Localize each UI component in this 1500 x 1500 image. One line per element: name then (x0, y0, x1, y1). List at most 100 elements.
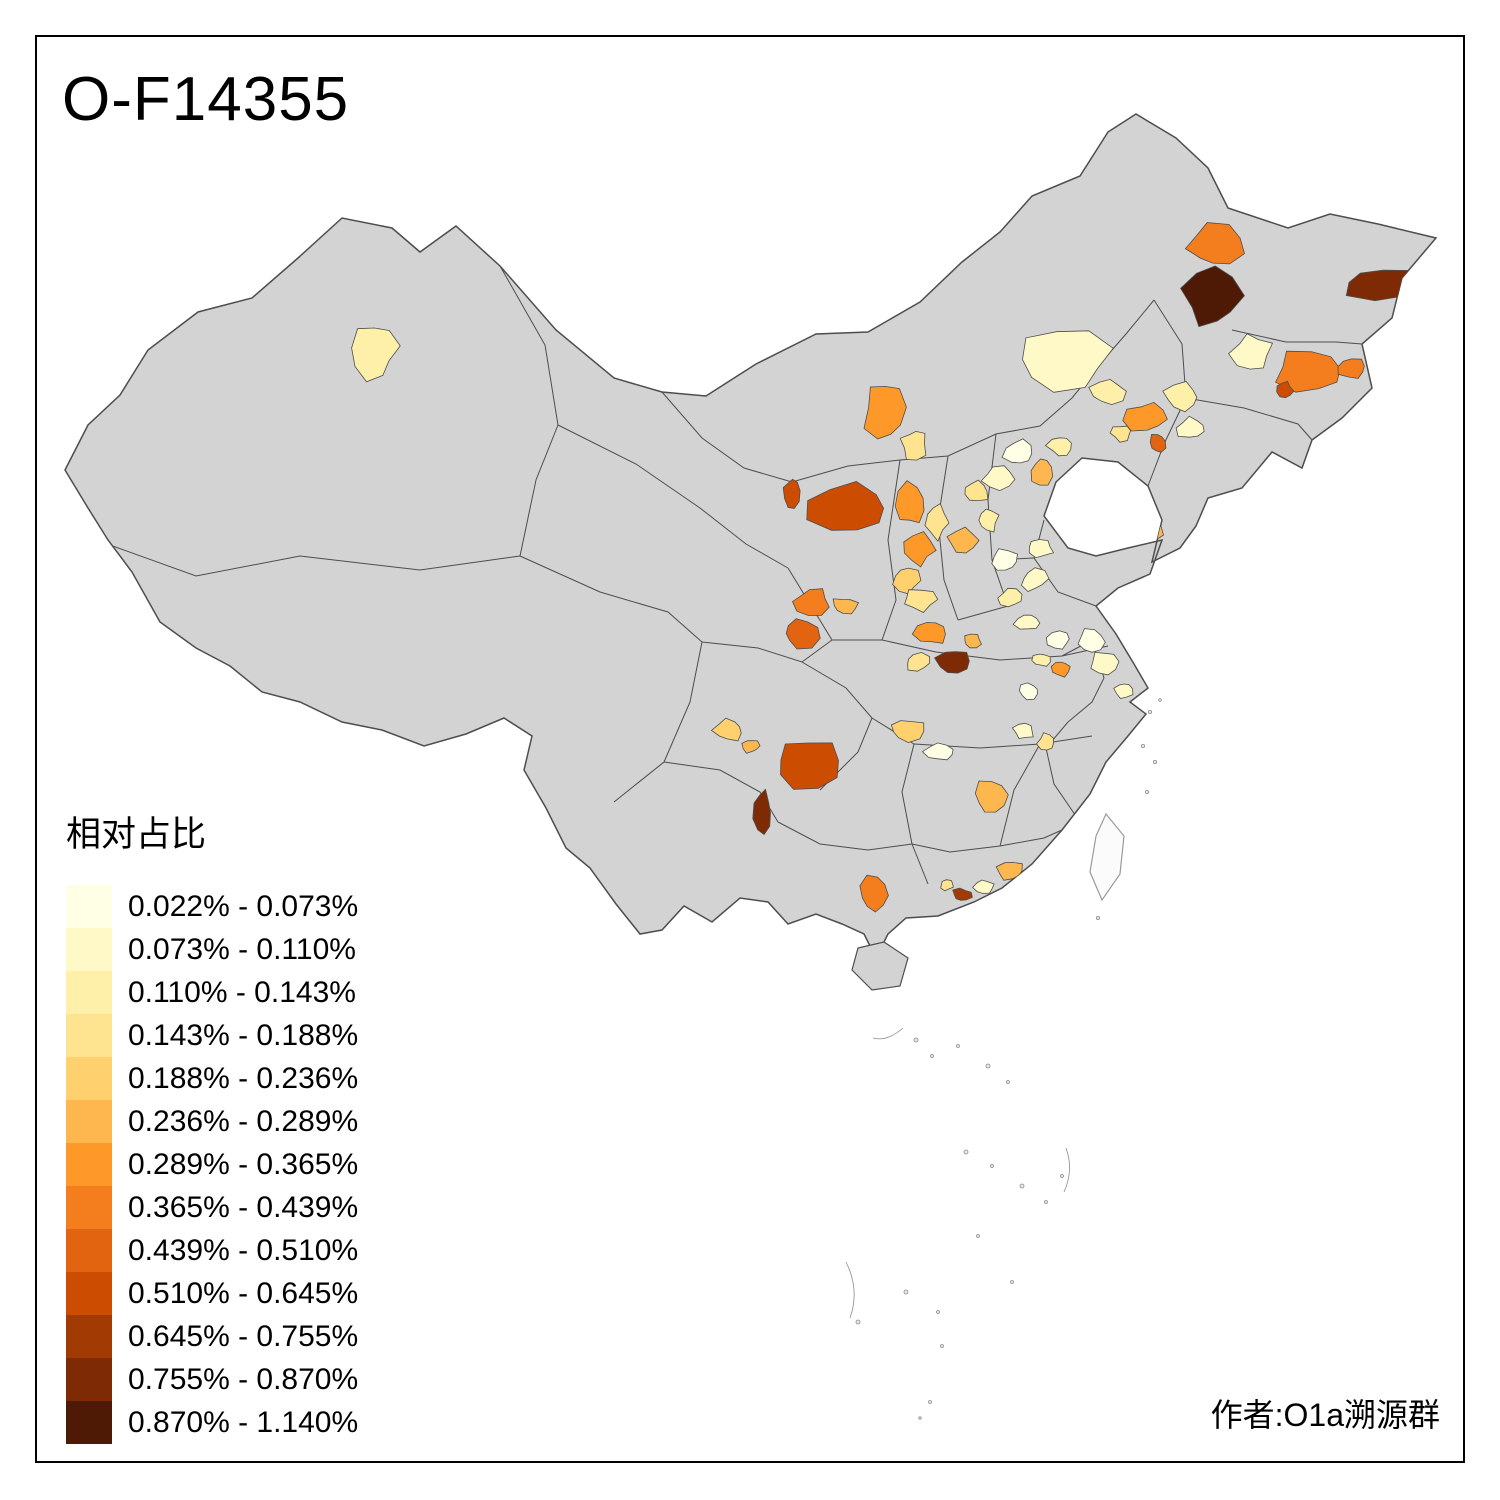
legend-label: 0.289% - 0.365% (128, 1147, 359, 1181)
legend-swatch (66, 1401, 112, 1444)
legend-swatch (66, 1057, 112, 1100)
attribution-text: 作者:O1a溯源群 (1210, 1397, 1440, 1433)
legend-swatch (66, 1143, 112, 1186)
legend-label: 0.870% - 1.140% (128, 1405, 359, 1439)
map-region (1045, 630, 1070, 650)
legend-label: 0.510% - 0.645% (128, 1276, 359, 1310)
legend-swatch (66, 1315, 112, 1358)
map-region (1077, 628, 1106, 653)
map-region (859, 874, 889, 913)
legend-swatch (66, 1272, 112, 1315)
map-region (921, 742, 954, 761)
map-region (1088, 378, 1127, 406)
map-region (904, 589, 939, 613)
legend-label: 0.755% - 0.870% (128, 1362, 359, 1396)
legend-items: 0.022% - 0.073% 0.073% - 0.110% 0.110% - 0… (66, 885, 358, 1444)
map-region (351, 327, 401, 383)
map-region (952, 887, 973, 901)
map-region (710, 717, 742, 742)
legend-swatch (66, 1186, 112, 1229)
map-region (924, 503, 950, 542)
taiwan-island (1089, 812, 1125, 902)
map-title: O-F14355 (62, 65, 350, 134)
map-region (741, 740, 761, 754)
map-region (1035, 732, 1054, 751)
legend-item: 0.143% - 0.188% (66, 1014, 358, 1057)
map-region (946, 526, 980, 554)
legend-item: 0.188% - 0.236% (66, 1057, 358, 1100)
map-region (863, 385, 907, 440)
legend-item: 0.073% - 0.110% (66, 928, 358, 971)
map-region (907, 651, 930, 672)
map-region (980, 465, 1016, 492)
map-region (1012, 614, 1041, 630)
legend-label: 0.073% - 0.110% (128, 932, 356, 966)
legend-item: 0.439% - 0.510% (66, 1229, 358, 1272)
map-region (940, 879, 954, 892)
map-region (752, 788, 771, 836)
legend-title: 相对占比 (66, 815, 207, 854)
map-region (1162, 381, 1198, 413)
map-region (911, 622, 946, 644)
legend-swatch (66, 885, 112, 928)
map-region (1090, 651, 1120, 676)
legend-label: 0.143% - 0.188% (128, 1018, 359, 1052)
map-region (1337, 358, 1365, 379)
legend-label: 0.110% - 0.143% (128, 975, 356, 1009)
map-region (1030, 458, 1054, 486)
map-region (972, 879, 995, 894)
map-region (991, 548, 1018, 571)
plot-frame (35, 35, 1465, 1463)
map-region (785, 618, 821, 650)
map-region (964, 633, 983, 649)
legend-item: 0.645% - 0.755% (66, 1315, 358, 1358)
legend-item: 0.289% - 0.365% (66, 1143, 358, 1186)
map-region (1184, 222, 1245, 265)
legend-item: 0.022% - 0.073% (66, 885, 358, 928)
legend-label: 0.022% - 0.073% (128, 889, 359, 923)
legend-swatch (66, 928, 112, 971)
map-region (1050, 661, 1071, 678)
mainland-outline (64, 113, 1438, 960)
map-region (1275, 350, 1341, 393)
legend-item: 0.755% - 0.870% (66, 1358, 358, 1401)
legend: 相对占比 0.022% - 0.073% 0.073% - 0.110% 0.110… (66, 806, 358, 1444)
legend-item: 0.510% - 0.645% (66, 1272, 358, 1315)
map-region (890, 720, 925, 744)
map-region (1180, 265, 1245, 328)
legend-label: 0.439% - 0.510% (128, 1233, 359, 1267)
map-region (978, 508, 1000, 533)
map-region (997, 587, 1023, 608)
legend-swatch (66, 1014, 112, 1057)
map-region (1122, 401, 1168, 432)
map-region (934, 651, 970, 674)
legend-label: 0.188% - 0.236% (128, 1061, 359, 1095)
map-region (1149, 433, 1167, 453)
legend-item: 0.365% - 0.439% (66, 1186, 358, 1229)
sea-islands (845, 698, 1162, 1420)
map-region (1031, 653, 1051, 667)
map-region (899, 430, 927, 461)
legend-item: 0.236% - 0.289% (66, 1100, 358, 1143)
map-region (791, 588, 830, 616)
map-region (964, 479, 989, 502)
legend-label: 0.645% - 0.755% (128, 1319, 359, 1353)
map-region (1028, 539, 1055, 559)
map-region (1011, 722, 1034, 740)
hainan-island (851, 941, 909, 991)
map-region (1020, 567, 1050, 592)
map-region (1001, 438, 1033, 464)
legend-item: 0.870% - 1.140% (66, 1401, 358, 1444)
map-region (974, 780, 1009, 813)
map-region (780, 742, 839, 790)
map-region (903, 531, 937, 568)
map-region (1018, 682, 1038, 701)
legend-swatch (66, 1100, 112, 1143)
map-region (1228, 333, 1274, 370)
legend-swatch (66, 1358, 112, 1401)
map-region (1113, 683, 1134, 699)
map-region (1109, 425, 1132, 443)
legend-swatch (66, 1229, 112, 1272)
map-region (1276, 380, 1295, 399)
